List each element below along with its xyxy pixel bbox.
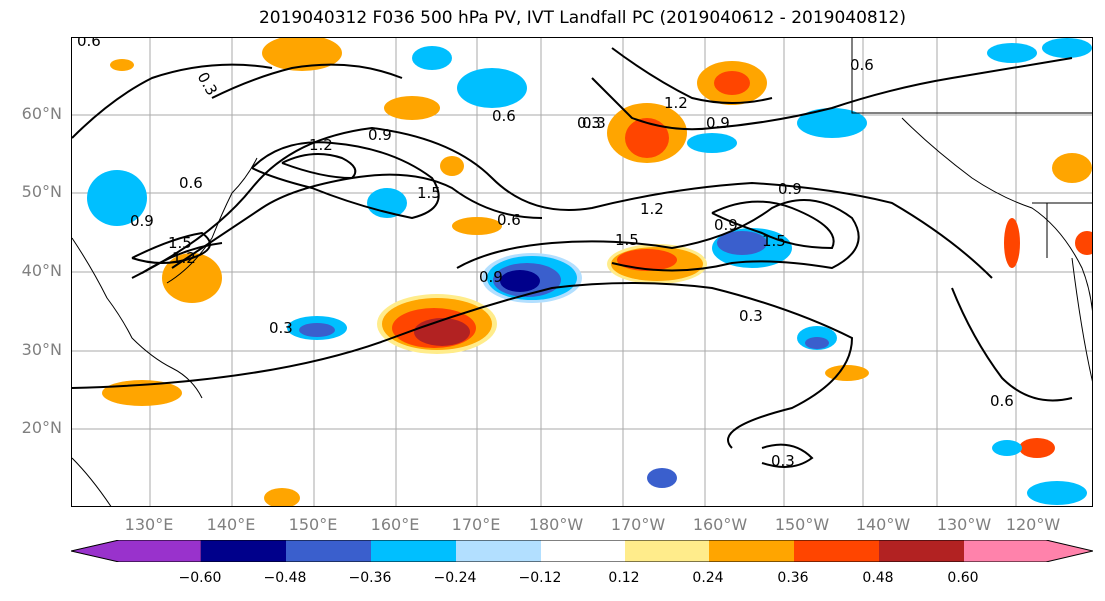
contour-label: 0.3: [194, 69, 222, 99]
lon-label: 160°E: [370, 515, 420, 534]
contour-label: 0.9: [714, 216, 738, 234]
contour-label: 1.2: [309, 136, 333, 154]
contour-label: 0.6: [179, 174, 203, 192]
contour-label: 0.6: [990, 392, 1014, 410]
contour-label: 0.3: [577, 114, 601, 132]
colorbar-segment: [286, 540, 371, 562]
lon-label: 130°W: [936, 515, 992, 534]
map-panel: 0.6 0.3 0.9 1.2 1.5 0.6 0.9 1.2 1.5 0.6 …: [71, 37, 1093, 507]
colorbar-tick: −0.24: [433, 570, 477, 586]
colorbar-tick: 0.60: [947, 570, 979, 586]
contour-label: 0.9: [778, 180, 802, 198]
contour-label: 0.3: [739, 307, 763, 325]
colorbar-segment: [794, 540, 879, 562]
contour-label: 1.5: [168, 234, 192, 252]
colorbar-segment: [541, 540, 625, 562]
gridlines: [72, 38, 1092, 506]
contour-label: 0.9: [368, 126, 392, 144]
lat-label: 30°N: [21, 340, 62, 359]
contour-label: 1.2: [664, 94, 688, 112]
colorbar-segment: [201, 540, 286, 562]
lon-label: 140°E: [206, 515, 256, 534]
contour-label: 0.6: [497, 211, 521, 229]
contour-label: 1.5: [615, 231, 639, 249]
contour-label: 0.3: [771, 452, 795, 470]
contour-label: 1.5: [417, 184, 441, 202]
contour-label: 0.6: [850, 56, 874, 74]
colorbar-tick: −0.12: [518, 570, 562, 586]
ivt-anomaly-fill: [87, 38, 1092, 506]
contour-label: 1.5: [762, 232, 786, 250]
lat-label: 20°N: [21, 418, 62, 437]
lat-label: 50°N: [21, 182, 62, 201]
lat-label: 60°N: [21, 104, 62, 123]
map-title: 2019040312 F036 500 hPa PV, IVT Landfall…: [258, 8, 906, 28]
colorbar-tick: −0.36: [348, 570, 392, 586]
contour-label: 0.9: [706, 114, 730, 132]
colorbar-segment: [371, 540, 456, 562]
lon-label: 170°E: [451, 515, 501, 534]
colorbar-tick: 0.12: [608, 570, 640, 586]
contour-label-group: 0.6 0.3 0.9 1.2 1.5 0.6 0.9 1.2 1.5 0.6 …: [77, 38, 1014, 470]
colorbar-segment: [709, 540, 794, 562]
colorbar: [71, 540, 1093, 562]
lon-label: 150°E: [288, 515, 338, 534]
contour-label: 1.2: [640, 200, 664, 218]
coastlines: [72, 38, 1092, 506]
contour-label: 0.3: [582, 114, 606, 132]
colorbar-tick: 0.24: [692, 570, 724, 586]
contour-label: 0.9: [130, 212, 154, 230]
contour-label: 1.2: [172, 249, 196, 267]
lon-label: 170°W: [610, 515, 666, 534]
colorbar-tick: 0.48: [862, 570, 894, 586]
colorbar-tick: −0.60: [178, 570, 222, 586]
colorbar-segment: [456, 540, 541, 562]
lon-label: 130°E: [124, 515, 174, 534]
lat-label: 40°N: [21, 261, 62, 280]
lon-label: 120°W: [1005, 515, 1061, 534]
pv-contours: [72, 47, 1073, 468]
contour-label: 0.6: [492, 107, 516, 125]
colorbar-segment: [879, 540, 964, 562]
colorbar-segment: [964, 540, 1093, 562]
contour-label: 0.3: [269, 319, 293, 337]
lon-label: 160°W: [692, 515, 748, 534]
contour-label: 0.6: [77, 38, 101, 50]
colorbar-tick: 0.36: [777, 570, 809, 586]
colorbar-tick: −0.48: [263, 570, 307, 586]
lon-label: 180°W: [528, 515, 584, 534]
map-canvas: 0.6 0.3 0.9 1.2 1.5 0.6 0.9 1.2 1.5 0.6 …: [72, 38, 1092, 506]
colorbar-segment: [625, 540, 709, 562]
lon-label: 150°W: [774, 515, 830, 534]
colorbar-segment: [71, 540, 202, 562]
lon-label: 140°W: [855, 515, 911, 534]
contour-label: 0.9: [479, 268, 503, 286]
